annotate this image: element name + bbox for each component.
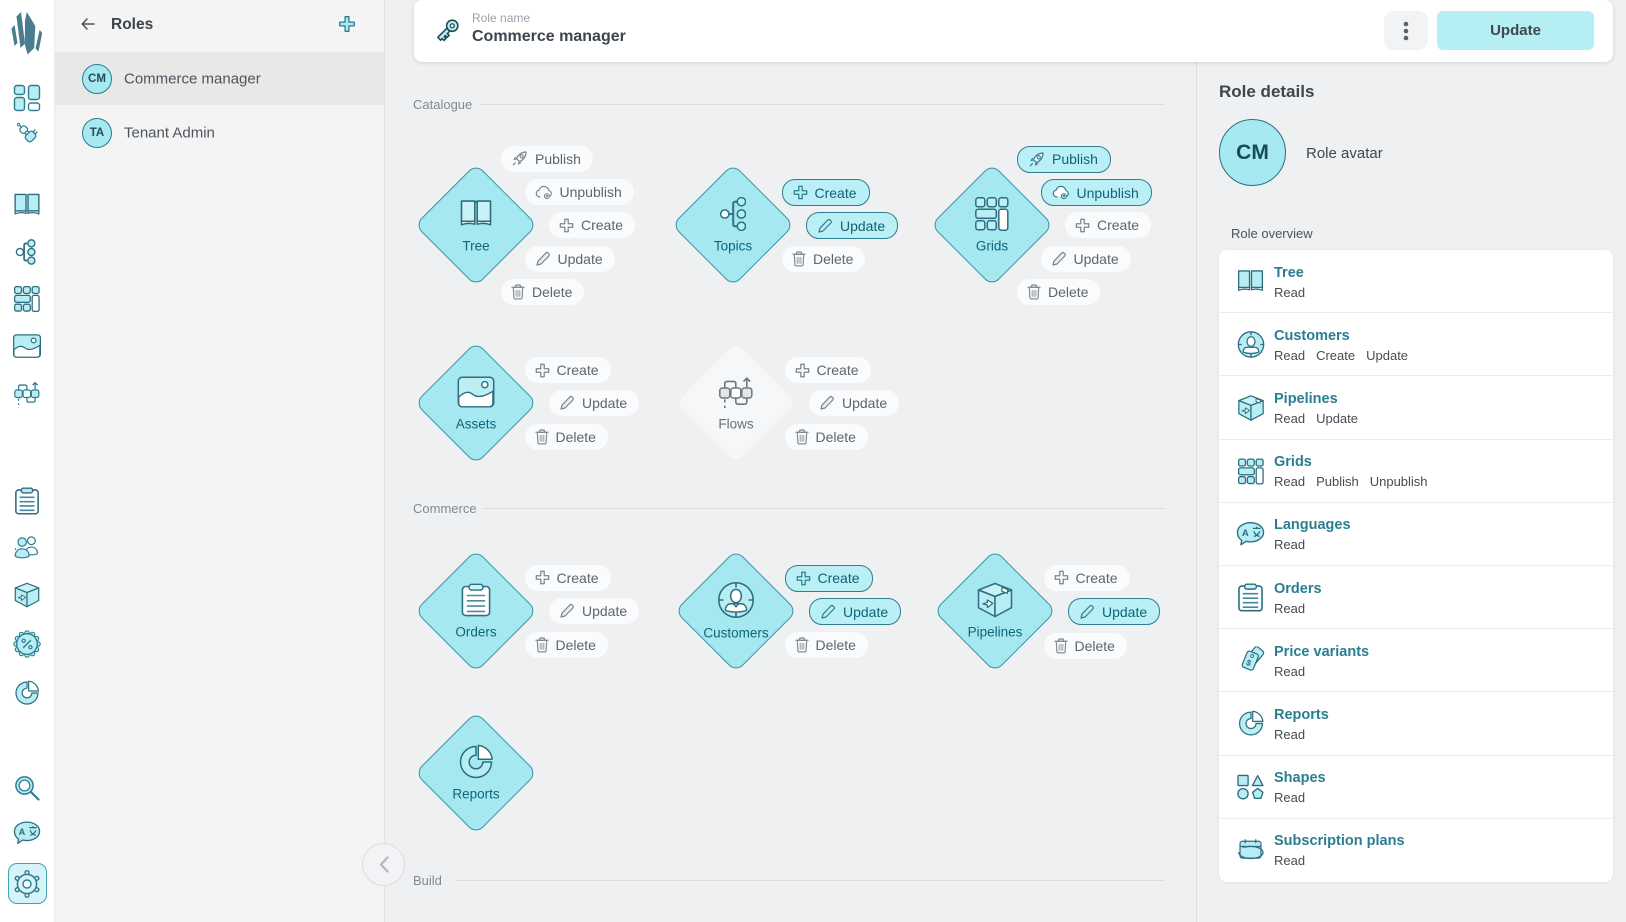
svg-text:$: $ [1244, 658, 1252, 668]
svg-text:A: A [1242, 528, 1249, 539]
svg-text:A: A [19, 826, 26, 836]
